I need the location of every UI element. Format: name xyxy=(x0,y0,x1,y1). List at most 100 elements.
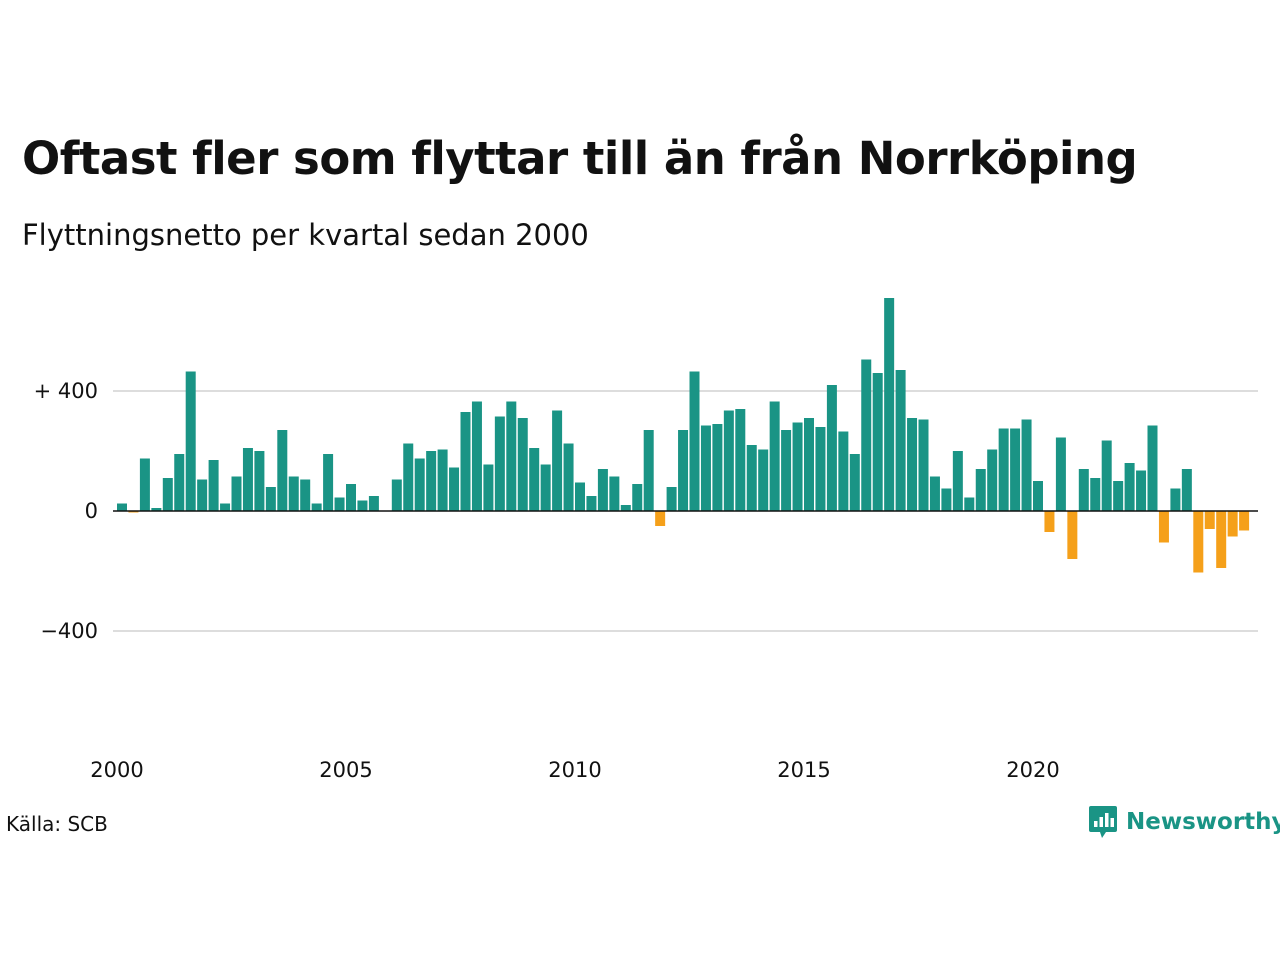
bar xyxy=(1021,419,1032,511)
bar xyxy=(1147,425,1158,511)
bar xyxy=(334,497,345,511)
source-note: Källa: SCB xyxy=(6,812,108,836)
bar xyxy=(815,427,826,511)
bar xyxy=(632,484,643,511)
bar xyxy=(1239,511,1250,531)
brand-name: Newsworthy xyxy=(1126,809,1280,835)
bar xyxy=(575,482,585,511)
chart-subtitle: Flyttningsnetto per kvartal sedan 2000 xyxy=(22,218,589,252)
x-tick-label: 2020 xyxy=(1006,758,1059,782)
bar xyxy=(277,430,288,511)
y-tick-label: −400 xyxy=(40,619,98,643)
bar xyxy=(1033,481,1043,511)
bar xyxy=(414,458,425,511)
bar xyxy=(139,458,150,511)
bar xyxy=(586,496,597,511)
bar xyxy=(242,448,253,511)
x-tick-label: 2010 xyxy=(548,758,601,782)
bar xyxy=(1204,511,1215,529)
bar xyxy=(1181,469,1192,511)
bar xyxy=(426,451,437,511)
bar xyxy=(655,511,666,526)
bar xyxy=(151,508,162,511)
bar xyxy=(861,359,872,511)
bar xyxy=(964,497,975,511)
bar xyxy=(529,448,540,511)
bar xyxy=(1044,511,1055,532)
bar xyxy=(597,469,608,511)
bars xyxy=(117,298,1250,573)
bar xyxy=(208,460,219,511)
chart-title: Oftast fler som flyttar till än från Nor… xyxy=(22,132,1138,185)
bar xyxy=(975,469,986,511)
y-tick-label: 0 xyxy=(85,499,98,523)
x-tick-label: 2005 xyxy=(319,758,372,782)
bar xyxy=(1124,463,1135,511)
bar xyxy=(758,449,769,511)
bar xyxy=(552,410,563,511)
bar xyxy=(826,385,837,511)
bar xyxy=(918,419,929,511)
bar xyxy=(483,464,494,511)
bar xyxy=(357,500,368,511)
bar xyxy=(517,418,528,511)
bar xyxy=(678,430,689,511)
bar xyxy=(1101,440,1112,511)
newsworthy-logo-icon xyxy=(1089,806,1117,838)
bar xyxy=(723,410,734,511)
bar xyxy=(403,443,414,511)
bar xyxy=(494,416,505,511)
bar xyxy=(1090,478,1101,511)
bar xyxy=(174,454,185,511)
bar xyxy=(666,487,677,511)
bar xyxy=(506,401,517,511)
bar xyxy=(895,370,906,511)
bar xyxy=(437,449,448,511)
bar xyxy=(540,464,551,511)
bar xyxy=(300,479,311,511)
bar xyxy=(391,479,402,511)
bar xyxy=(746,445,757,511)
bar xyxy=(1158,511,1169,543)
bar xyxy=(620,505,631,511)
bar xyxy=(1113,481,1124,511)
bar xyxy=(471,401,482,511)
bar xyxy=(1170,488,1181,511)
bar xyxy=(1078,469,1089,511)
bar xyxy=(185,371,196,511)
bar xyxy=(1193,511,1204,573)
x-tick-label: 2015 xyxy=(777,758,830,782)
x-axis-labels: 2000 2005 2010 2015 2020 xyxy=(90,758,1059,782)
bar xyxy=(231,476,242,511)
bar xyxy=(220,503,231,511)
bar xyxy=(838,431,849,511)
bar xyxy=(907,418,918,511)
bar xyxy=(609,476,620,511)
bar xyxy=(929,476,940,511)
bar xyxy=(162,478,173,511)
bar xyxy=(197,479,208,511)
bar xyxy=(311,503,322,511)
bar xyxy=(449,467,460,511)
bar xyxy=(368,496,379,511)
y-axis-labels: + 400 0 −400 xyxy=(34,379,98,643)
bar xyxy=(781,430,792,511)
bar xyxy=(1055,437,1066,511)
bar xyxy=(998,428,1009,511)
bar xyxy=(1216,511,1227,568)
bar xyxy=(952,451,963,511)
bar xyxy=(288,476,299,511)
bar xyxy=(346,484,356,511)
bar xyxy=(987,449,998,511)
bar xyxy=(792,422,803,511)
bar xyxy=(460,412,471,511)
bar xyxy=(254,451,265,511)
bar xyxy=(323,454,334,511)
bar xyxy=(872,373,883,511)
bar xyxy=(884,298,895,511)
bar xyxy=(700,425,711,511)
x-tick-label: 2000 xyxy=(90,758,143,782)
bar xyxy=(1010,428,1021,511)
bar xyxy=(941,488,952,511)
bar-chart: + 400 0 −400 2000 2005 2010 2015 2020 xyxy=(34,298,1258,782)
